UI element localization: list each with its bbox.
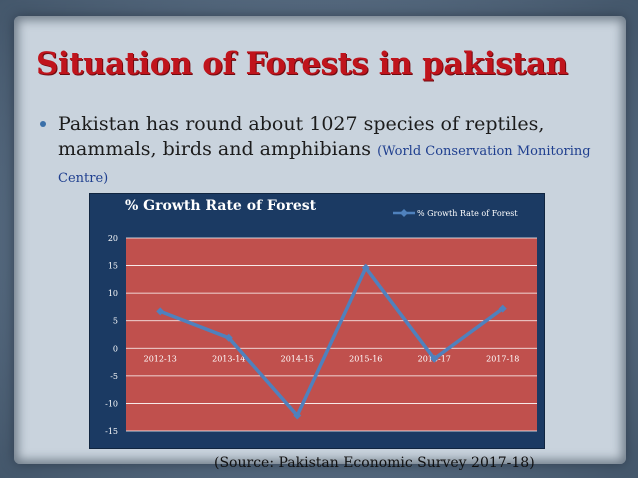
legend-line-marker-icon [393, 209, 415, 217]
y-tick-label: -15 [105, 427, 118, 436]
x-tick-label: 2012-13 [144, 354, 177, 363]
data-point [224, 333, 233, 342]
y-tick-label: 10 [108, 289, 118, 298]
chart-title: % Growth Rate of Forest [125, 198, 317, 214]
chart: % Growth Rate of Forest % Growth Rate of… [89, 193, 545, 449]
bullet-dot-icon [40, 121, 46, 127]
chart-legend: % Growth Rate of Forest [393, 208, 518, 218]
x-tick-label: 2017-18 [486, 354, 519, 363]
slide-title: Situation of Forests in pakistan [36, 46, 568, 82]
x-tick-label: 2014-15 [281, 354, 314, 363]
y-tick-label: 5 [113, 317, 118, 326]
x-tick-label: 2013-14 [212, 354, 245, 363]
data-point [498, 304, 507, 313]
y-tick-label: -5 [110, 372, 118, 381]
x-tick-label: 2015-16 [349, 354, 382, 363]
source-citation: (Source: Pakistan Economic Survey 2017-1… [214, 455, 535, 471]
data-point [293, 411, 302, 420]
bullet-main-text: Pakistan has round about 1027 species of… [58, 113, 545, 160]
chart-plot: 20 15 10 5 0 -5 -10 -15 2012-13 2013-14 2014-15 201… [105, 234, 537, 436]
data-point [430, 354, 439, 363]
bullet-text: Pakistan has round about 1027 species of… [58, 112, 600, 191]
series-line [159, 266, 504, 418]
data-point [156, 307, 165, 316]
legend-label: % Growth Rate of Forest [417, 208, 518, 218]
plot-area [126, 238, 537, 431]
y-tick-label: -10 [105, 399, 118, 408]
bullet-point: Pakistan has round about 1027 species of… [40, 112, 600, 191]
bullet-citation: (World Conservation Monitoring Centre) [58, 144, 591, 186]
y-tick-label: 20 [108, 234, 118, 243]
y-tick-label: 15 [108, 262, 118, 271]
data-point [361, 263, 370, 272]
y-tick-label: 0 [113, 344, 118, 353]
